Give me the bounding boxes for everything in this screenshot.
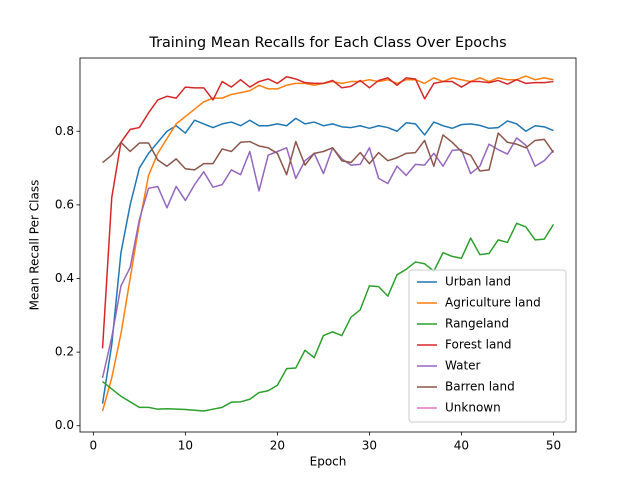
x-tick-label: 0 (90, 439, 98, 453)
legend-label: Unknown (445, 401, 501, 415)
x-tick-label: 10 (178, 439, 193, 453)
series-line (102, 132, 555, 176)
y-tick-label: 0.6 (55, 197, 74, 211)
x-tick-label: 50 (546, 439, 561, 453)
y-tick-label: 0.4 (55, 271, 74, 285)
legend-label: Agriculture land (445, 296, 541, 310)
series-line (101, 117, 554, 404)
y-tick-label: 0.0 (55, 418, 74, 432)
x-tick-label: 30 (362, 439, 377, 453)
x-tick-label: 20 (270, 439, 285, 453)
legend-label: Urban land (445, 275, 511, 289)
legend-label: Forest land (445, 338, 512, 352)
legend-label: Barren land (445, 380, 515, 394)
x-tick-label: 40 (454, 439, 469, 453)
y-tick-label: 0.2 (55, 345, 74, 359)
legend-label: Rangeland (445, 317, 509, 331)
series-line (102, 222, 555, 412)
y-axis-label: Mean Recall Per Class (28, 180, 42, 311)
x-axis-label: Epoch (310, 455, 347, 469)
plot-frame (79, 57, 577, 433)
chart-title: Training Mean Recalls for Each Class Ove… (148, 35, 506, 51)
legend-label: Water (445, 359, 481, 373)
legend-box (408, 269, 567, 423)
y-tick-label: 0.8 (55, 124, 74, 138)
series-line (101, 76, 554, 349)
